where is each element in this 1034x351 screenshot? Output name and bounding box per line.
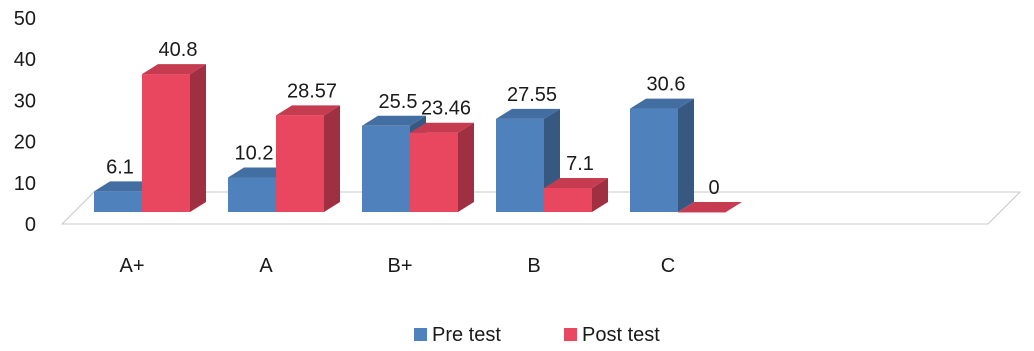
- bar-side-face: [678, 98, 694, 212]
- x-axis-ticks: A+ A B+ B C: [119, 255, 675, 277]
- legend-item-post-test: Post test: [564, 324, 660, 346]
- data-label: 27.55: [507, 84, 557, 106]
- y-tick-label: 0: [25, 214, 36, 236]
- bar-post-test-a-plus: [142, 64, 206, 212]
- bar-front-face: [228, 177, 276, 212]
- bar-front-face: [276, 115, 324, 212]
- data-label: 40.8: [159, 39, 198, 61]
- x-tick-label: B: [527, 255, 540, 277]
- bar-front-face: [630, 108, 678, 212]
- legend-label: Pre test: [432, 324, 501, 346]
- legend: Pre test Post test: [414, 324, 660, 346]
- bar-front-face: [94, 191, 142, 212]
- y-tick-label: 20: [14, 132, 36, 154]
- y-tick-label: 50: [14, 8, 36, 30]
- bars: [94, 64, 742, 213]
- bar-side-face: [458, 122, 474, 212]
- bar-front-face: [142, 74, 190, 212]
- bar-post-test-b: [544, 178, 608, 212]
- bar-front-face: [410, 132, 458, 212]
- x-tick-label: A: [259, 255, 273, 277]
- bar-top-face: [678, 202, 742, 212]
- legend-item-pre-test: Pre test: [414, 324, 501, 346]
- legend-swatch: [414, 328, 427, 341]
- data-label: 25.5: [379, 91, 418, 113]
- bar-post-test-c: [678, 202, 742, 213]
- data-label: 0: [708, 177, 719, 199]
- data-label: 10.2: [235, 143, 274, 165]
- x-tick-label: B+: [387, 255, 412, 277]
- bar-pre-test-c: [630, 98, 694, 212]
- bar-top-face: [276, 105, 340, 116]
- bar-top-face: [630, 98, 694, 109]
- bar-side-face: [324, 105, 340, 212]
- bar-side-face: [592, 178, 608, 212]
- bar-top-face: [496, 108, 560, 119]
- data-label: 7.1: [566, 153, 594, 175]
- data-label: 28.57: [287, 80, 337, 102]
- x-tick-label: A+: [119, 255, 144, 277]
- bar-post-test-b-plus: [410, 122, 474, 212]
- bar-front-face: [496, 118, 544, 212]
- bar-front-face: [678, 212, 726, 213]
- y-axis-ticks: 0 10 20 30 40 50: [14, 8, 36, 236]
- bar-top-face: [410, 122, 474, 133]
- legend-label: Post test: [582, 324, 660, 346]
- data-label: 23.46: [421, 98, 471, 120]
- y-tick-label: 30: [14, 90, 36, 112]
- bar-post-test-a: [276, 105, 340, 212]
- bar-top-face: [362, 115, 426, 126]
- legend-swatch: [564, 328, 577, 341]
- y-tick-label: 40: [14, 49, 36, 71]
- data-labels: 6.1 40.8 10.2 28.57 25.5 23.46 27.55 7.1 30.6 0: [106, 39, 719, 199]
- bar-top-face: [142, 64, 206, 75]
- bar-side-face: [190, 64, 206, 212]
- x-tick-label: C: [661, 255, 675, 277]
- y-tick-label: 10: [14, 173, 36, 195]
- bar-top-face: [544, 178, 608, 189]
- data-label: 30.6: [647, 74, 686, 96]
- bar-front-face: [544, 188, 592, 212]
- data-label: 6.1: [106, 156, 134, 178]
- bar-front-face: [362, 125, 410, 212]
